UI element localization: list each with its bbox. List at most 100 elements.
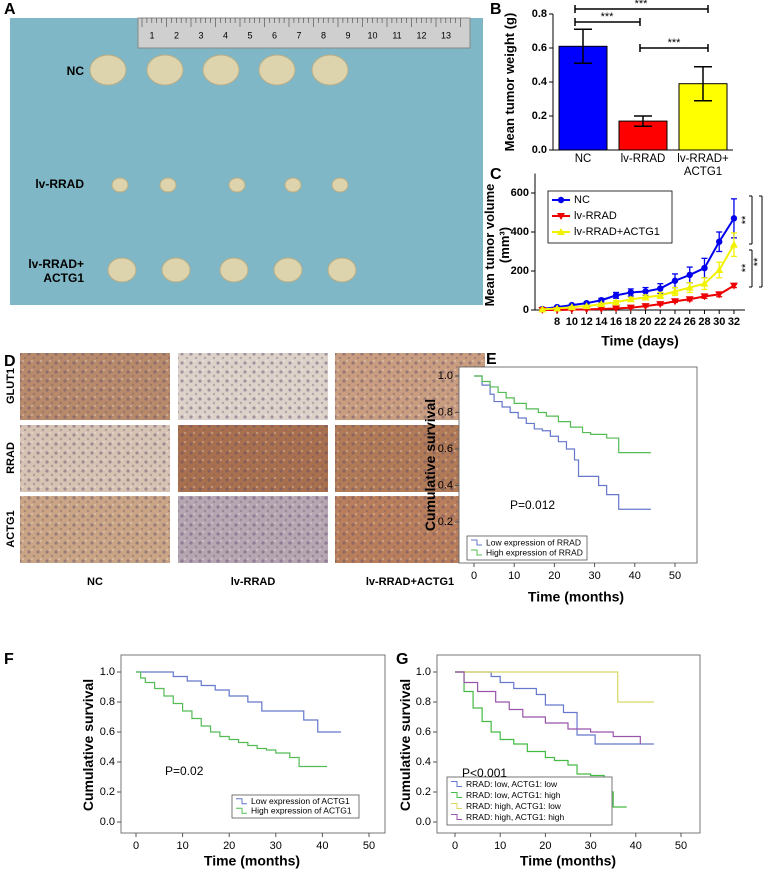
y-tick-label: 0	[523, 304, 529, 316]
p-value: P=0.02	[165, 764, 204, 778]
x-tick-label: 20	[548, 570, 560, 582]
data-point	[656, 291, 665, 299]
y-tick-label: 0.0	[532, 144, 547, 156]
y-tick-label: 600	[511, 187, 529, 199]
y-tick-label: 0.2	[438, 516, 453, 528]
data-point	[553, 304, 562, 312]
legend-label: lv-RRAD+ACTG1	[574, 226, 660, 238]
x-tick-label: 50	[363, 840, 375, 852]
significance-label: ***	[668, 37, 682, 49]
legend-line	[451, 814, 462, 820]
data-point	[612, 298, 621, 306]
y-tick-label: 0.2	[416, 786, 431, 798]
legend-label: lv-RRAD	[574, 210, 617, 222]
x-tick-label: lv-RRAD+ ACTG1	[677, 153, 729, 179]
data-point	[671, 287, 679, 295]
tumor	[89, 54, 127, 86]
ruler-number: 10	[367, 30, 377, 40]
y-tick-label: 0.8	[416, 696, 431, 708]
data-point	[729, 282, 738, 290]
y-tick-label: 0.4	[532, 76, 548, 88]
survival-curve	[455, 671, 641, 744]
tumor	[107, 257, 137, 283]
panel-letter: G	[396, 651, 408, 668]
x-tick-label: 20	[223, 840, 235, 852]
tumor	[311, 54, 349, 86]
panel-letter: B	[490, 1, 502, 18]
survival-curve	[455, 671, 654, 703]
ruler-number: 13	[441, 30, 451, 40]
legend-line	[236, 798, 247, 805]
legend-label: RRAD: low, ACTG1: high	[466, 790, 561, 800]
x-tick-label: 30	[584, 840, 596, 852]
row-label: GLUT1	[5, 368, 17, 404]
x-tick-label: 40	[316, 840, 328, 852]
column-label: lv-RRAD+ACTG1	[366, 576, 454, 588]
tumor	[111, 177, 129, 193]
ruler-number: 5	[247, 30, 252, 40]
x-tick-label: 22	[654, 316, 666, 328]
x-axis-label: Time (months)	[520, 853, 616, 869]
y-axis-label: Cumulative survival	[396, 678, 413, 812]
legend-label: High expression of RRAD	[486, 547, 583, 557]
tumor	[161, 257, 191, 283]
ruler-number: 3	[198, 30, 203, 40]
row-label: NC	[66, 64, 84, 79]
data-point	[612, 292, 620, 299]
y-tick-label: 1.0	[416, 666, 431, 678]
ruler-number: 7	[296, 30, 301, 40]
x-tick-label: 28	[698, 316, 710, 328]
y-tick-label: 0.4	[100, 756, 115, 768]
tumor	[202, 54, 240, 86]
data-point	[671, 277, 679, 284]
x-tick-label: 30	[713, 316, 725, 328]
column-label: NC	[87, 576, 103, 588]
ruler-number: 2	[174, 30, 179, 40]
data-point	[715, 266, 724, 274]
ruler-number: 11	[392, 30, 401, 40]
panel-letter: E	[486, 351, 497, 368]
significance-label: **	[752, 257, 764, 266]
legend-line	[471, 539, 482, 546]
ruler-number: 12	[416, 30, 426, 40]
tumor	[331, 177, 349, 193]
p-value: P<0.001	[462, 766, 507, 780]
x-tick-label: 40	[630, 840, 642, 852]
significance-label: ***	[601, 11, 615, 23]
series-line	[542, 244, 735, 311]
x-tick-label: 10	[176, 840, 188, 852]
data-point	[657, 285, 664, 292]
x-tick-label: 30	[588, 570, 600, 582]
y-tick-label: 0.8	[532, 8, 547, 20]
data-point	[557, 213, 565, 220]
ruler-number: 9	[345, 30, 350, 40]
survival-curve	[455, 671, 654, 745]
photo-shade	[10, 18, 483, 305]
x-tick-label: 32	[728, 316, 740, 328]
panel-letter: A	[4, 1, 16, 18]
x-tick-label: 10	[494, 840, 506, 852]
column-label: lv-RRAD	[231, 576, 276, 588]
significance-label: ***	[635, 0, 649, 10]
legend-label: RRAD: high, ACTG1: low	[466, 801, 562, 811]
ruler-number: 1	[149, 30, 154, 40]
ruler-number: 4	[223, 30, 228, 40]
legend-line	[236, 807, 247, 814]
ihc-texture	[178, 425, 328, 492]
legend-label: Low expression of ACTG1	[251, 796, 350, 806]
legend-label: High expression of ACTG1	[251, 806, 352, 816]
x-axis-label: Time (months)	[204, 853, 300, 869]
ihc-texture	[178, 496, 328, 563]
x-tick-label: NC	[574, 153, 592, 165]
ihc-texture	[178, 353, 328, 420]
photo	[10, 18, 483, 305]
data-point	[715, 291, 724, 299]
legend-label: Low expression of RRAD	[486, 537, 581, 547]
data-point	[597, 306, 606, 314]
legend-box	[466, 535, 588, 561]
x-tick-label: 24	[669, 316, 682, 328]
data-point	[612, 305, 621, 313]
x-axis-label: Time (days)	[601, 333, 679, 349]
ihc-texture	[20, 353, 170, 420]
